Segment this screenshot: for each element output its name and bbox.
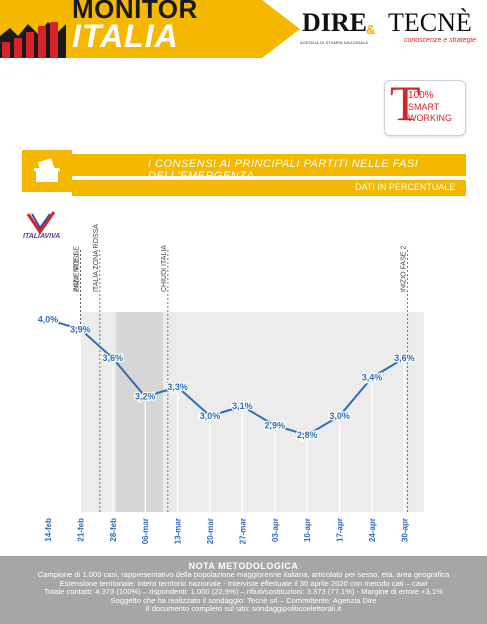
badge-line1: 100% [408, 90, 434, 101]
ballot-box-icon [34, 158, 60, 182]
data-label: 3,0% [329, 411, 350, 421]
party-name: ITALIAVIVA [23, 233, 61, 240]
data-point [337, 413, 342, 419]
data-label: 4,0% [38, 315, 59, 325]
footer-line1: Campione di 1.000 casi, rappresentativo … [37, 570, 450, 579]
x-tick-label: 28-feb [109, 518, 118, 542]
event-label-1: ZONE ROSSE [73, 246, 80, 292]
tecne-logo: TECNÈ [388, 8, 472, 37]
x-tick-label: 21-feb [76, 518, 85, 542]
badge-line2: SMART [408, 102, 440, 112]
monitor-italia-banner [0, 0, 300, 58]
data-label: 3,6% [394, 353, 415, 363]
footer-title: NOTA METODOLOGICA [188, 561, 299, 571]
brand-line2: ITALIA [72, 18, 179, 54]
smart-working-badge [384, 80, 466, 136]
data-point [78, 327, 83, 332]
data-label: 2,9% [265, 420, 286, 430]
title-band [72, 154, 466, 176]
title-icon-box [22, 150, 72, 192]
data-point [45, 317, 51, 322]
footer-line5: Il documento completo sul sito: sondaggi… [145, 604, 342, 613]
x-tick-label: 03-apr [271, 518, 280, 542]
x-tick-label: 24-apr [368, 518, 377, 542]
data-label: 2,8% [297, 430, 318, 440]
tecne-subtitle: conoscenze e strategie [404, 37, 476, 44]
x-tick-label: 13-mar [174, 518, 183, 544]
data-point [272, 423, 277, 428]
data-label: 3,0% [200, 411, 221, 421]
badge-t-icon: T [390, 75, 421, 131]
italia-viva-logo-icon [26, 211, 56, 235]
data-point [143, 394, 148, 399]
dire-subtitle: AGENZIA DI STAMPA NAZIONALE [300, 40, 369, 45]
data-point [369, 375, 375, 380]
x-tick-label: 20-mar [206, 518, 215, 544]
x-tick-label: 17-apr [336, 518, 345, 542]
data-point [175, 384, 180, 390]
footer [0, 556, 487, 624]
series-line [47, 318, 405, 437]
subtitle-band [72, 180, 466, 196]
chart-title: I CONSENSI AI PRINCIPALI PARTITI NELLE F… [148, 158, 419, 182]
x-tick-label: 14-feb [44, 518, 53, 542]
x-tick-label: 30-apr [400, 518, 409, 542]
badge-line3: WORKING [408, 113, 452, 123]
data-label: 3,6% [103, 353, 124, 363]
data-label: 3,1% [232, 401, 253, 411]
footer-line2: Estensione territoriale: intero territor… [59, 578, 428, 588]
event-label-3: CHIUDI ITALIA [161, 245, 168, 292]
data-point [305, 432, 310, 438]
brand-line1: MONITOR [72, 0, 198, 24]
dire-logo: DIRE [302, 8, 368, 37]
shaded-region-1 [116, 312, 164, 512]
data-label: 3,4% [362, 372, 383, 382]
logo-ampersand: & [366, 22, 376, 37]
event-label-0: PAZIENTE 1 [73, 252, 80, 292]
chart-subtitle: DATI IN PERCENTUALE [355, 182, 456, 192]
data-point [240, 404, 245, 409]
event-label-2: ITALIA ZONA ROSSA [93, 224, 100, 292]
data-label: 3,3% [167, 382, 188, 392]
event-label-4: INIZIO FASE 2 [401, 246, 408, 292]
x-tick-label: 06-mar [141, 518, 150, 544]
data-point [207, 413, 213, 419]
data-point [110, 355, 116, 361]
data-label: 3,2% [135, 392, 156, 402]
data-point [402, 355, 407, 361]
footer-line4: Soggetto che ha realizzato il sondaggio:… [110, 595, 377, 605]
x-tick-label: 10-apr [303, 518, 312, 542]
data-label: 3,9% [70, 324, 91, 334]
x-tick-label: 27-mar [238, 518, 247, 544]
footer-line3: Totale contatti: 4.373 (100%) – risponde… [44, 587, 443, 596]
